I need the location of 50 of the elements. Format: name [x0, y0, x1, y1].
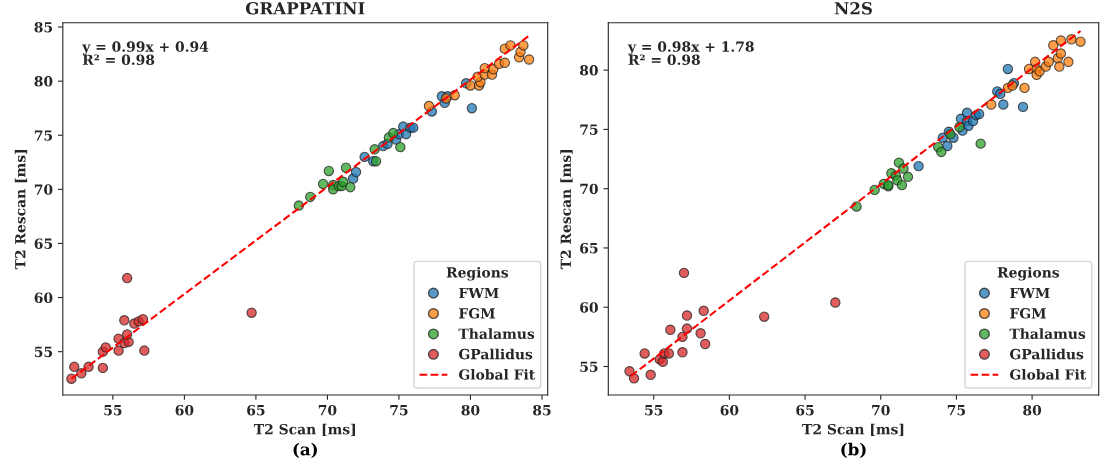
y-tick-label: 75 — [34, 130, 53, 141]
y-tick-label: 80 — [34, 76, 53, 87]
legend-label: FGM — [459, 308, 495, 319]
x-tick-label: 75 — [947, 405, 966, 416]
text: (b) — [841, 442, 866, 458]
text: (a) — [293, 442, 317, 458]
x-tick-label: 55 — [645, 405, 663, 416]
annotation: R² = 0.98 — [628, 54, 700, 65]
y-axis-title: T2 Rescan [ms] — [14, 150, 28, 270]
legend-label: FGM — [1010, 308, 1046, 319]
y-tick-label: 60 — [34, 292, 53, 304]
chart-title: N2S — [834, 2, 872, 15]
legend-label: Global Fit — [1010, 369, 1087, 380]
y-tick-label: 55 — [34, 346, 53, 358]
x-tick-label: 80 — [461, 404, 480, 416]
legend-label: GPallidus — [459, 348, 533, 360]
y-tick-label: 65 — [580, 242, 598, 254]
y-tick-label: 70 — [34, 184, 53, 195]
x-tick-label: 65 — [247, 404, 265, 416]
annotation: R² = 0.98 — [82, 54, 155, 65]
y-tick-label: 55 — [580, 361, 598, 372]
y-tick-label: 60 — [580, 302, 598, 313]
annotation: y = 0.98x + 1.78 — [627, 41, 754, 55]
legend-label: GPallidus — [1010, 348, 1084, 360]
annotation: y = 0.99x + 0.94 — [82, 41, 209, 55]
legend-title: Regions — [446, 266, 509, 281]
y-tick-label: 85 — [34, 22, 53, 33]
y-tick-label: 75 — [580, 124, 598, 135]
x-tick-label: 85 — [533, 404, 551, 416]
legend-label: FWM — [459, 287, 499, 299]
x-axis-title: T2 Scan [ms] — [253, 423, 355, 437]
y-axis-title: T2 Rescan [ms] — [560, 150, 573, 270]
x-tick-label: 70 — [318, 404, 337, 416]
legend-label: Thalamus — [458, 328, 535, 339]
x-axis-title: T2 Scan [ms] — [802, 423, 904, 437]
y-tick-label: 65 — [34, 238, 53, 249]
y-tick-label: 80 — [579, 65, 598, 76]
legend-title: Regions — [997, 266, 1060, 281]
x-tick-label: 80 — [1023, 404, 1042, 416]
chart-title: GRAPPATINI — [245, 2, 365, 15]
x-tick-label: 55 — [104, 405, 122, 416]
y-tick-label: 70 — [580, 183, 598, 195]
legend-label: FWM — [1010, 287, 1050, 299]
x-tick-label: 70 — [872, 404, 890, 416]
legend-label: Thalamus — [1009, 328, 1086, 339]
x-tick-label: 60 — [175, 404, 194, 416]
x-tick-label: 75 — [390, 405, 408, 416]
legend-label: Global Fit — [459, 369, 536, 380]
x-tick-label: 60 — [720, 404, 739, 416]
x-tick-label: 65 — [796, 404, 814, 416]
